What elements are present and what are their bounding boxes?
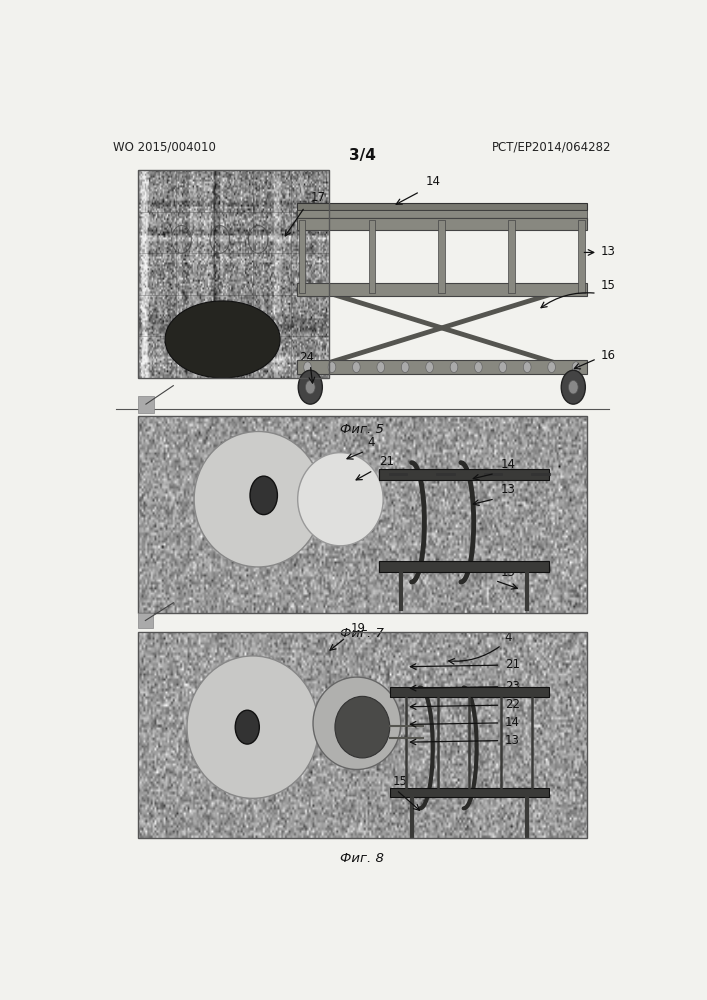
Text: Фиг. 8: Фиг. 8 bbox=[340, 852, 385, 864]
Text: 17: 17 bbox=[310, 191, 325, 204]
Bar bbox=[297, 283, 587, 296]
Text: 15: 15 bbox=[501, 566, 515, 579]
Text: 13: 13 bbox=[501, 483, 515, 496]
Ellipse shape bbox=[165, 301, 280, 378]
Bar bbox=[390, 788, 549, 797]
Bar bbox=[508, 220, 515, 293]
Circle shape bbox=[235, 710, 259, 744]
Bar bbox=[138, 613, 153, 628]
Circle shape bbox=[548, 362, 556, 373]
Text: Фиг. 7: Фиг. 7 bbox=[340, 627, 385, 640]
Bar bbox=[438, 220, 445, 293]
Text: 14: 14 bbox=[505, 716, 520, 729]
Text: WO 2015/004010: WO 2015/004010 bbox=[113, 140, 216, 153]
Text: 15: 15 bbox=[601, 279, 616, 292]
Bar bbox=[138, 632, 587, 838]
Circle shape bbox=[450, 362, 458, 373]
Text: 15: 15 bbox=[392, 775, 407, 788]
Bar bbox=[297, 218, 587, 230]
Circle shape bbox=[402, 362, 409, 373]
Circle shape bbox=[426, 362, 433, 373]
Ellipse shape bbox=[194, 431, 322, 567]
Circle shape bbox=[328, 362, 336, 373]
Ellipse shape bbox=[313, 677, 401, 769]
Bar bbox=[379, 561, 549, 572]
Circle shape bbox=[298, 370, 322, 404]
Bar bbox=[297, 218, 587, 220]
Text: 13: 13 bbox=[505, 734, 520, 747]
Bar bbox=[390, 687, 549, 697]
Circle shape bbox=[377, 362, 385, 373]
Circle shape bbox=[250, 476, 277, 515]
Text: 21: 21 bbox=[379, 455, 394, 468]
Circle shape bbox=[523, 362, 531, 373]
Ellipse shape bbox=[298, 453, 383, 546]
Text: 14: 14 bbox=[501, 458, 515, 471]
Bar bbox=[299, 220, 305, 293]
Circle shape bbox=[304, 362, 311, 373]
Text: 23: 23 bbox=[505, 680, 520, 693]
Bar bbox=[578, 220, 585, 293]
Bar bbox=[297, 360, 587, 374]
Ellipse shape bbox=[335, 696, 390, 758]
Bar bbox=[138, 396, 154, 413]
Bar bbox=[368, 220, 375, 293]
Bar bbox=[138, 170, 329, 378]
Bar bbox=[379, 469, 549, 480]
Text: 3/4: 3/4 bbox=[349, 148, 376, 163]
Text: 14: 14 bbox=[426, 175, 440, 188]
Text: 4: 4 bbox=[368, 436, 375, 449]
Text: 21: 21 bbox=[505, 658, 520, 671]
Circle shape bbox=[353, 362, 360, 373]
Text: Фиг. 5: Фиг. 5 bbox=[340, 423, 385, 436]
Bar bbox=[297, 210, 587, 218]
Circle shape bbox=[561, 370, 585, 404]
Circle shape bbox=[568, 380, 578, 394]
Text: 13: 13 bbox=[601, 245, 616, 258]
Ellipse shape bbox=[187, 656, 319, 798]
Circle shape bbox=[572, 362, 580, 373]
Text: 19: 19 bbox=[350, 622, 366, 635]
Circle shape bbox=[474, 362, 482, 373]
Circle shape bbox=[305, 380, 315, 394]
Text: 4: 4 bbox=[505, 631, 513, 644]
Text: 24: 24 bbox=[299, 351, 315, 364]
Text: 16: 16 bbox=[601, 349, 616, 362]
Text: PCT/EP2014/064282: PCT/EP2014/064282 bbox=[492, 140, 612, 153]
Bar bbox=[297, 203, 587, 210]
Circle shape bbox=[499, 362, 507, 373]
Bar bbox=[138, 416, 587, 613]
Text: 22: 22 bbox=[505, 698, 520, 711]
